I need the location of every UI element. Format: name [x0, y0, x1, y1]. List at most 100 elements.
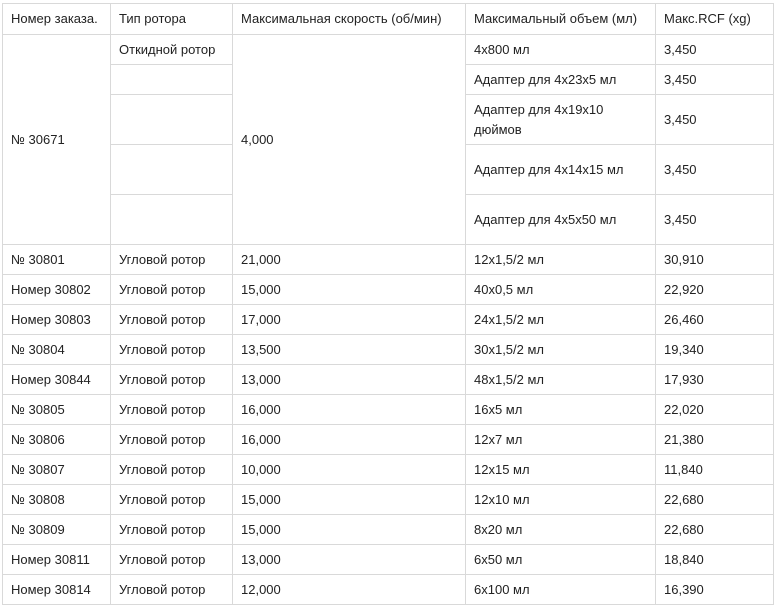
volume-cell: Адаптер для 4х23х5 мл [465, 64, 656, 95]
volume-cell: 12х10 мл [465, 484, 656, 515]
table-row: № 30801 Угловой ротор 21,000 12х1,5/2 мл 30,… [2, 244, 774, 275]
table-row: № 30807 Угловой ротор 10,000 12х15 мл 11,840 [2, 454, 774, 485]
rcf-cell: 3,450 [655, 34, 774, 65]
rotor-cell: Угловой ротор [110, 424, 233, 455]
order-cell: Номер 30802 [2, 274, 111, 305]
header-cell: Номер заказа. [2, 3, 111, 35]
speed-cell: 17,000 [232, 304, 466, 335]
rotor-cell: Угловой ротор [110, 454, 233, 485]
order-cell: № 30804 [2, 334, 111, 365]
speed-cell: 16,000 [232, 424, 466, 455]
volume-cell: Адаптер для 4х5х50 мл [465, 194, 656, 245]
speed-cell: 15,000 [232, 484, 466, 515]
header-cell: Максимальный объем (мл) [465, 3, 656, 35]
rcf-cell: 18,840 [655, 544, 774, 575]
rcf-cell: 3,450 [655, 194, 774, 245]
rotor-cell: Угловой ротор [110, 484, 233, 515]
table-body: № 30671 Откидной ротор 4,000 4х800 мл 3,450 А… [2, 34, 774, 605]
speed-cell: 13,000 [232, 544, 466, 575]
header-row: Номер заказа. Тип ротора Максимальная скор… [2, 3, 774, 35]
spec-table: Номер заказа. Тип ротора Максимальная скор… [2, 3, 774, 605]
header-cell: Макс.RCF (xg) [655, 3, 774, 35]
speed-cell: 13,000 [232, 364, 466, 395]
table-row: № 30804 Угловой ротор 13,500 30х1,5/2 мл 19,… [2, 334, 774, 365]
rotor-cell: Угловой ротор [110, 364, 233, 395]
volume-cell: 12х7 мл [465, 424, 656, 455]
volume-cell: 4х800 мл [465, 34, 656, 65]
speed-cell: 16,000 [232, 394, 466, 425]
order-cell: № 30807 [2, 454, 111, 485]
rcf-cell: 3,450 [655, 144, 774, 195]
rcf-cell: 16,390 [655, 574, 774, 605]
order-cell: № 30805 [2, 394, 111, 425]
empty-cell [110, 64, 233, 95]
group-row: Адаптер для 4х19х10 дюймов 3,450 [3, 94, 774, 145]
order-cell: № 30809 [2, 514, 111, 545]
rotor-cell: Угловой ротор [110, 514, 233, 545]
speed-cell: 21,000 [232, 244, 466, 275]
speed-cell: 15,000 [232, 514, 466, 545]
rcf-cell: 17,930 [655, 364, 774, 395]
order-cell: № 30671 [2, 34, 111, 245]
table-row: Номер 30844 Угловой ротор 13,000 48х1,5/2 м… [2, 364, 774, 395]
order-cell: Номер 30814 [2, 574, 111, 605]
empty-cell [110, 194, 233, 245]
rcf-cell: 30,910 [655, 244, 774, 275]
order-cell: № 30806 [2, 424, 111, 455]
rotor-cell: Угловой ротор [110, 244, 233, 275]
table-row: № 30805 Угловой ротор 16,000 16х5 мл 22,020 [2, 394, 774, 425]
rotor-cell: Угловой ротор [110, 574, 233, 605]
empty-cell [110, 94, 233, 145]
group-row: № 30671 Откидной ротор 4,000 4х800 мл 3,450 [2, 34, 774, 245]
rcf-cell: 26,460 [655, 304, 774, 335]
order-cell: Номер 30811 [2, 544, 111, 575]
table-row: Номер 30803 Угловой ротор 17,000 24х1,5/2 м… [2, 304, 774, 335]
table-row: № 30806 Угловой ротор 16,000 12х7 мл 21,380 [2, 424, 774, 455]
volume-cell: 24х1,5/2 мл [465, 304, 656, 335]
volume-cell: 12х1,5/2 мл [465, 244, 656, 275]
volume-cell: 40х0,5 мл [465, 274, 656, 305]
order-cell: № 30808 [2, 484, 111, 515]
volume-cell: Адаптер для 4х19х10 дюймов [465, 94, 656, 145]
table-row: Номер 30814 Угловой ротор 12,000 6х100 мл 16… [2, 574, 774, 605]
rcf-cell: 3,450 [655, 64, 774, 95]
speed-cell: 13,500 [232, 334, 466, 365]
volume-cell: 30х1,5/2 мл [465, 334, 656, 365]
volume-cell: 48х1,5/2 мл [465, 364, 656, 395]
rotor-cell: Откидной ротор [110, 34, 233, 65]
rcf-cell: 22,680 [655, 514, 774, 545]
rcf-cell: 22,680 [655, 484, 774, 515]
rcf-cell: 22,020 [655, 394, 774, 425]
volume-cell: 16х5 мл [465, 394, 656, 425]
speed-cell: 10,000 [232, 454, 466, 485]
group-row: Адаптер для 4х14х15 мл 3,450 [3, 144, 774, 195]
volume-cell: 8х20 мл [465, 514, 656, 545]
rcf-cell: 22,920 [655, 274, 774, 305]
speed-cell: 4,000 [232, 34, 466, 245]
volume-cell: 12х15 мл [465, 454, 656, 485]
volume-cell: Адаптер для 4х14х15 мл [465, 144, 656, 195]
group-row: Адаптер для 4х5х50 мл 3,450 [3, 194, 774, 245]
header-cell: Максимальная скорость (об/мин) [232, 3, 466, 35]
table-row: Номер 30811 Угловой ротор 13,000 6х50 мл 18,… [2, 544, 774, 575]
volume-cell: 6х50 мл [465, 544, 656, 575]
rcf-cell: 3,450 [655, 94, 774, 145]
table-row: № 30808 Угловой ротор 15,000 12х10 мл 22,680 [2, 484, 774, 515]
empty-cell [110, 144, 233, 195]
rcf-cell: 11,840 [655, 454, 774, 485]
speed-cell: 15,000 [232, 274, 466, 305]
rotor-cell: Угловой ротор [110, 274, 233, 305]
rotor-cell: Угловой ротор [110, 304, 233, 335]
rcf-cell: 21,380 [655, 424, 774, 455]
speed-cell: 12,000 [232, 574, 466, 605]
table-row: Номер 30802 Угловой ротор 15,000 40х0,5 мл 2… [2, 274, 774, 305]
order-cell: Номер 30844 [2, 364, 111, 395]
rcf-cell: 19,340 [655, 334, 774, 365]
header-cell: Тип ротора [110, 3, 233, 35]
rotor-cell: Угловой ротор [110, 334, 233, 365]
order-cell: Номер 30803 [2, 304, 111, 335]
rotor-cell: Угловой ротор [110, 394, 233, 425]
volume-cell: 6х100 мл [465, 574, 656, 605]
rotor-cell: Угловой ротор [110, 544, 233, 575]
